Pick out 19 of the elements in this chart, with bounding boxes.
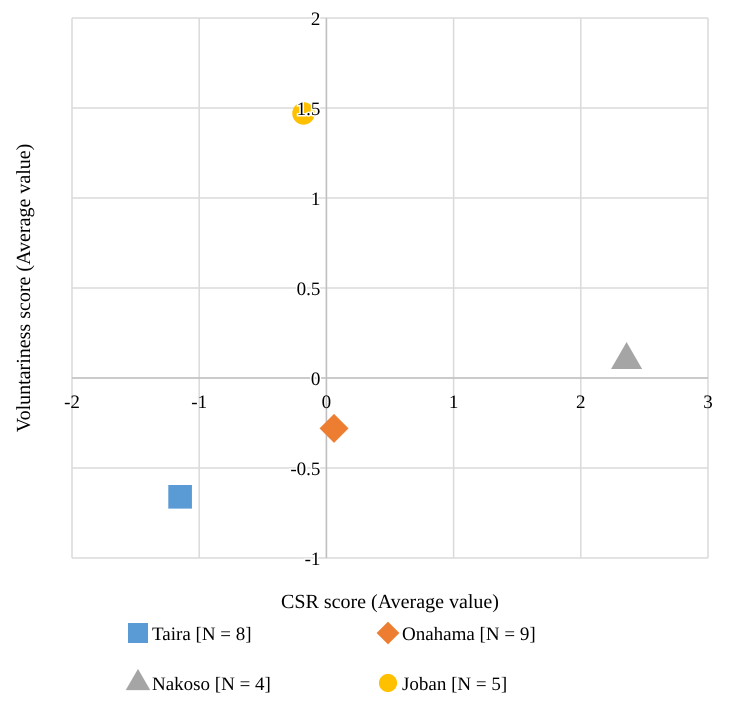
x-tick-label: 3 [703, 392, 713, 413]
x-tick-label: -2 [64, 392, 80, 413]
legend-label: Onahama [N = 9] [402, 624, 536, 645]
x-tick-label: 2 [576, 392, 586, 413]
y-tick-label: 0.5 [296, 279, 320, 300]
x-axis-title: CSR score (Average value) [281, 591, 499, 613]
point [168, 484, 192, 509]
y-tick-label: 1 [310, 189, 320, 210]
legend-label: Nakoso [N = 4] [152, 674, 271, 695]
x-tick-label: 1 [448, 392, 458, 413]
y-tick-label: -1 [304, 549, 320, 570]
y-tick-label: 2 [310, 9, 320, 30]
legend-label: Joban [N = 5] [402, 674, 508, 695]
legend-label: Taira [N = 8] [152, 624, 252, 645]
y-tick-label: 0 [310, 369, 320, 390]
y-tick-label: -0.5 [290, 459, 320, 480]
point [320, 414, 349, 443]
y-axis-title: Voluntariness score (Average value) [13, 144, 35, 432]
x-tick-label: -1 [191, 392, 208, 413]
